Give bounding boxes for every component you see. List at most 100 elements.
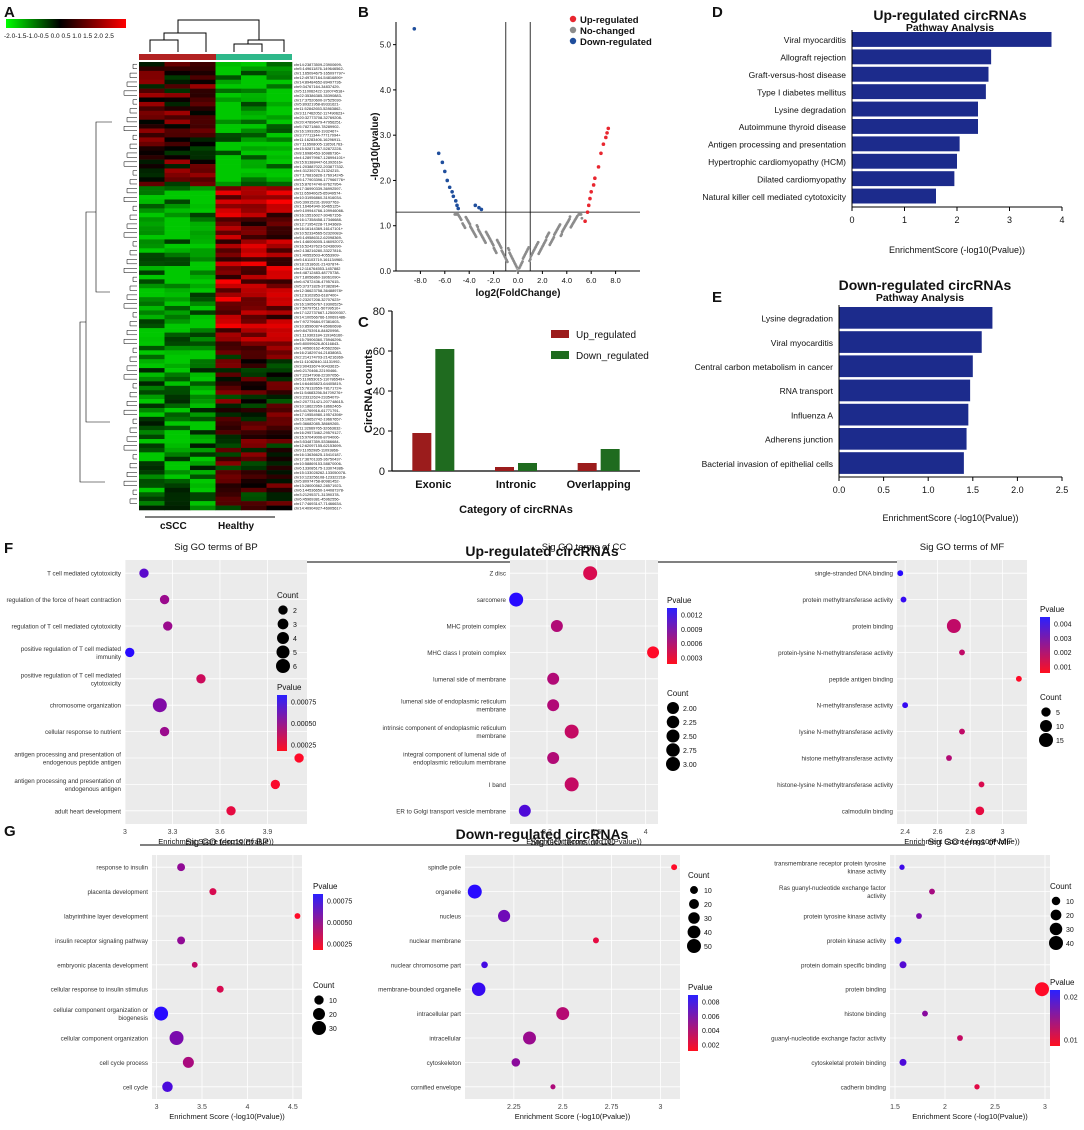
term-label: intracellular part bbox=[417, 1011, 461, 1018]
y-axis-label: CircRNA counts bbox=[363, 349, 375, 433]
heatmap-cell bbox=[164, 350, 191, 356]
pathway-title: Up-regulated circRNAs bbox=[873, 7, 1026, 23]
volcano-point-up bbox=[606, 126, 611, 131]
heatmap-cell bbox=[266, 314, 293, 320]
term-label: N-methyltransferase activity bbox=[817, 703, 894, 710]
heatmap-cell bbox=[164, 381, 191, 387]
term-label: endogenous antigen bbox=[65, 786, 122, 793]
count-legend-dot bbox=[313, 1008, 325, 1020]
heatmap-cell bbox=[139, 164, 165, 169]
x-axis-label: Enrichment Score (-log10(Pvalue)) bbox=[158, 837, 274, 846]
heatmap-cell bbox=[215, 421, 242, 427]
heatmap-cell bbox=[164, 407, 191, 413]
heatmap-cell bbox=[215, 288, 242, 293]
heatmap-cell bbox=[164, 137, 191, 143]
heatmap-cell bbox=[139, 478, 165, 484]
heatmap-cell bbox=[215, 305, 242, 311]
heatmap-cell bbox=[266, 270, 293, 276]
heatmap-cell bbox=[139, 474, 165, 480]
heatmap-cell bbox=[241, 301, 267, 307]
heatmap-cell bbox=[190, 363, 216, 369]
row-branch bbox=[126, 436, 137, 442]
heatmap-cell bbox=[139, 337, 165, 342]
volcano-point-nochange bbox=[545, 235, 548, 239]
heatmap-cell bbox=[139, 252, 165, 258]
count-legend-dot bbox=[1049, 922, 1063, 936]
heatmap-cell bbox=[266, 470, 293, 475]
count-legend-dot bbox=[687, 925, 701, 939]
row-branch bbox=[126, 188, 137, 194]
heatmap-cell bbox=[139, 403, 165, 409]
x-tick-label: 2.0 bbox=[1011, 485, 1024, 495]
x-tick-label: 6.0 bbox=[586, 276, 596, 285]
heatmap-cell bbox=[241, 141, 267, 147]
x-tick-label: 2.5 bbox=[990, 1104, 1000, 1111]
go-dot bbox=[922, 1010, 928, 1017]
heatmap-cell bbox=[190, 221, 216, 227]
go-dot bbox=[270, 779, 281, 790]
volcano-point-up bbox=[585, 210, 590, 214]
heatmap-cell bbox=[215, 243, 242, 249]
heatmap-cell bbox=[241, 70, 267, 76]
term-label: Z disc bbox=[489, 571, 506, 578]
bar-up-regulated bbox=[495, 467, 514, 471]
x-axis-label: Category of circRNAs bbox=[459, 504, 573, 516]
count-legend-dot bbox=[1051, 896, 1061, 906]
go-dot bbox=[162, 1081, 173, 1093]
heatmap-cell bbox=[215, 399, 242, 404]
x-axis-label: EnrichmentScore (-log10(Pvalue)) bbox=[882, 513, 1018, 523]
heatmap-cell bbox=[215, 177, 242, 183]
heatmap-cell bbox=[241, 186, 267, 191]
heatmap-cell bbox=[164, 172, 191, 178]
heatmap-cell bbox=[190, 146, 216, 152]
heatmap-scale-ticks: -2.0-1.5-1.0-0.5 0.0 0.5 1.0 1.5 2.0 2.5 bbox=[4, 33, 114, 40]
heatmap-cell bbox=[266, 501, 293, 506]
x-tick-label: 3.9 bbox=[263, 829, 273, 836]
heatmap-cell bbox=[164, 257, 191, 262]
heatmap-cell bbox=[190, 168, 216, 174]
heatmap-cell bbox=[190, 203, 216, 209]
heatmap-cell bbox=[215, 226, 242, 231]
heatmap-cell bbox=[164, 252, 191, 258]
heatmap-cell bbox=[215, 212, 242, 218]
pathway-bar bbox=[839, 428, 967, 450]
column-dendrogram bbox=[149, 19, 285, 52]
x-tick-label: 2.6 bbox=[933, 829, 943, 836]
pvalue-legend-label: 0.0003 bbox=[681, 655, 703, 662]
pathway-bar bbox=[852, 32, 1052, 47]
pathway-label: Viral myocarditis bbox=[784, 35, 846, 45]
heatmap-row-label: chr17:36990339-36992597- bbox=[294, 186, 343, 191]
x-tick-label: 3.5 bbox=[197, 1104, 207, 1111]
heatmap-row-label: chr11:11082840-11131992- bbox=[294, 359, 342, 364]
heatmap-cell bbox=[241, 115, 267, 120]
heatmap-cell bbox=[139, 270, 165, 276]
count-legend-label: 4 bbox=[293, 636, 297, 643]
heatmap-cell bbox=[190, 110, 216, 116]
volcano-point-down bbox=[440, 160, 445, 165]
heatmap-row-label: chr16:19056767-19306525+ bbox=[294, 301, 344, 306]
heatmap-cell bbox=[215, 439, 242, 444]
go-dot bbox=[959, 728, 965, 735]
down-points bbox=[412, 26, 484, 212]
row-branch bbox=[126, 365, 137, 371]
heatmap-cell bbox=[139, 416, 165, 422]
term-label: protein binding bbox=[845, 987, 886, 994]
term-label: membrane-bounded organelle bbox=[378, 987, 461, 994]
bar-down-regulated bbox=[435, 349, 455, 471]
heatmap-cell bbox=[266, 416, 293, 422]
heatmap-cell bbox=[190, 443, 216, 449]
heatmap-cell bbox=[266, 217, 293, 222]
heatmap-cell bbox=[164, 399, 191, 404]
heatmap-cell bbox=[164, 106, 191, 112]
heatmap-cell bbox=[241, 359, 267, 364]
volcano-point-down bbox=[447, 185, 452, 190]
heatmap-cell bbox=[139, 79, 165, 85]
heatmap-cell bbox=[266, 70, 293, 76]
row-branch bbox=[132, 134, 137, 140]
category-bar-panel: 0 20 40 60 80 Exonic Intronic Overlapping Catego… bbox=[363, 306, 649, 516]
heatmap-cell bbox=[266, 66, 293, 72]
heatmap-cell bbox=[215, 66, 242, 72]
heatmap-cell bbox=[215, 124, 242, 129]
pvalue-legend-label: 0.00075 bbox=[291, 700, 316, 707]
heatmap-cell bbox=[139, 172, 165, 178]
